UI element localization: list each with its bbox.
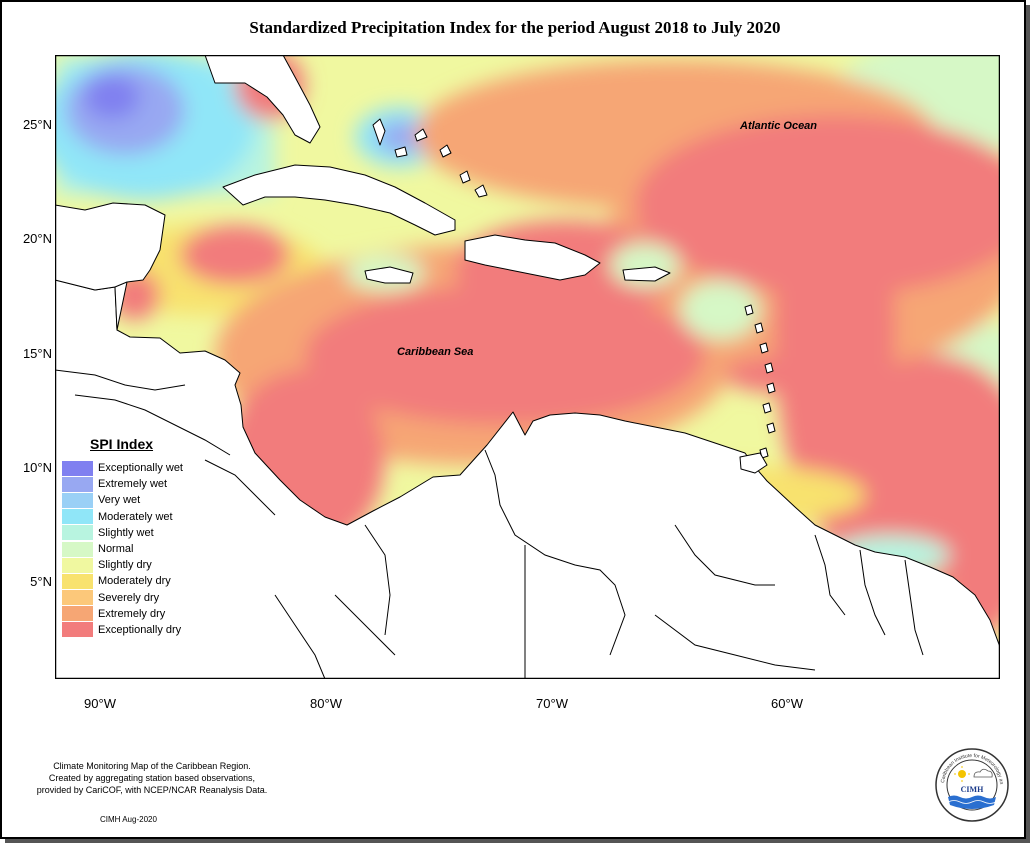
y-tick-15n: 15°N: [22, 346, 52, 361]
spi-field: [55, 55, 1000, 665]
spi-map: [55, 55, 1000, 679]
legend-items: Exceptionally wet Extremely wet Very wet Mo…: [62, 460, 202, 638]
logo-text: CIMH: [961, 785, 984, 794]
legend-item: Exceptionally dry: [62, 622, 202, 638]
legend-item: Exceptionally wet: [62, 460, 202, 476]
country-borders: [55, 281, 924, 679]
legend-item: Severely dry: [62, 590, 202, 606]
legend-swatch: [62, 590, 93, 606]
credits: Climate Monitoring Map of the Caribbean …: [36, 760, 268, 796]
legend-item: Moderately wet: [62, 509, 202, 525]
legend-swatch: [62, 573, 93, 589]
legend-swatch: [62, 541, 93, 557]
legend-label: Slightly wet: [98, 526, 154, 539]
y-tick-20n: 20°N: [22, 231, 52, 246]
legend-title: SPI Index: [90, 436, 154, 452]
legend-item: Slightly dry: [62, 557, 202, 573]
y-tick-5n: 5°N: [30, 574, 52, 589]
credit-line: provided by CariCOF, with NCEP/NCAR Rean…: [36, 785, 268, 795]
legend-swatch: [62, 509, 93, 525]
legend-swatch: [62, 476, 93, 492]
map-title: Standardized Precipitation Index for the…: [249, 18, 781, 37]
legend-item: Very wet: [62, 492, 202, 508]
legend-label: Very wet: [98, 494, 141, 507]
legend-item: Normal: [62, 541, 202, 557]
legend-swatch: [62, 460, 93, 476]
legend-swatch: [62, 557, 93, 573]
atlantic-ocean-label: Atlantic Ocean: [740, 120, 818, 132]
y-tick-10n: 10°N: [22, 460, 52, 475]
land-masses: [55, 55, 1000, 679]
legend-swatch: [62, 525, 93, 541]
legend-item: Slightly wet: [62, 525, 202, 541]
legend-item: Extremely dry: [62, 606, 202, 622]
legend-label: Moderately wet: [98, 510, 173, 523]
credit-line: Created by aggregating station based obs…: [48, 773, 256, 783]
caribbean-sea-label: Caribbean Sea: [397, 346, 474, 358]
x-tick-90w: 90°W: [84, 696, 116, 711]
legend-label: Exceptionally wet: [98, 462, 183, 475]
legend-item: Moderately dry: [62, 573, 202, 589]
legend-label: Moderately dry: [98, 575, 171, 588]
legend-swatch: [62, 492, 93, 508]
x-tick-70w: 70°W: [536, 696, 568, 711]
legend-label: Slightly dry: [98, 559, 152, 572]
credit-line: Climate Monitoring Map of the Caribbean …: [53, 761, 251, 771]
legend-label: Normal: [98, 543, 134, 556]
legend-label: Extremely dry: [98, 607, 166, 620]
date-stamp: CIMH Aug-2020: [100, 815, 157, 824]
x-tick-80w: 80°W: [310, 696, 342, 711]
legend-item: Extremely wet: [62, 476, 202, 492]
y-tick-25n: 25°N: [22, 117, 52, 132]
spi-legend: SPI Index Exceptionally wet Extremely wet…: [62, 436, 202, 638]
cimh-logo: Caribbean Institute for Meteorology and …: [934, 747, 1009, 822]
legend-label: Exceptionally dry: [98, 623, 182, 636]
legend-swatch: [62, 622, 93, 638]
legend-swatch: [62, 606, 93, 622]
legend-label: Extremely wet: [98, 478, 168, 491]
x-tick-60w: 60°W: [771, 696, 803, 711]
legend-label: Severely dry: [98, 591, 160, 604]
